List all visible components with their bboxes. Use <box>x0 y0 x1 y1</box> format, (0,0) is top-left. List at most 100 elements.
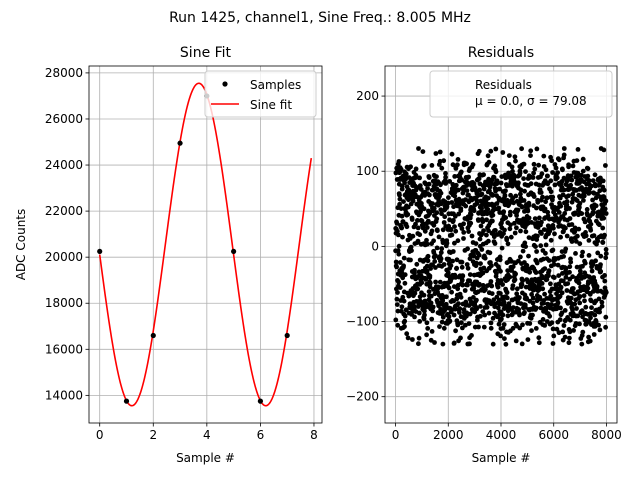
residual-point <box>523 244 528 250</box>
residual-point <box>487 250 493 256</box>
residual-point <box>504 295 510 301</box>
residual-point <box>438 207 444 213</box>
residuals-y-tick-label: 100 <box>356 164 379 178</box>
residual-point <box>452 174 458 179</box>
residual-point <box>512 230 518 236</box>
sine-fit-x-tick-label: 8 <box>310 428 318 442</box>
residual-point <box>575 174 580 180</box>
residual-point <box>581 193 587 199</box>
residual-point <box>603 324 608 330</box>
residual-point <box>540 194 545 200</box>
residual-point <box>600 178 606 184</box>
residual-point <box>505 241 511 247</box>
residual-point <box>531 161 537 167</box>
residual-point <box>549 320 555 326</box>
residual-point <box>397 285 403 290</box>
residual-point <box>401 255 407 261</box>
residual-point <box>551 275 557 280</box>
residual-point <box>563 246 569 252</box>
residual-point <box>463 322 468 328</box>
residual-point <box>448 263 454 268</box>
residual-point <box>476 148 482 154</box>
residual-point <box>455 322 461 328</box>
residual-point <box>468 220 474 226</box>
residual-point <box>434 216 440 222</box>
residual-point <box>579 211 585 217</box>
residual-point <box>539 171 545 177</box>
residual-point <box>394 296 400 302</box>
residual-point <box>474 201 480 206</box>
residual-point <box>498 180 504 186</box>
residual-point <box>459 226 465 231</box>
residual-point <box>481 172 486 178</box>
residual-point <box>421 292 427 298</box>
residual-point <box>563 266 569 271</box>
residual-point <box>587 338 593 344</box>
sine-fit-legend-box <box>204 70 317 118</box>
residual-point <box>523 229 529 235</box>
residual-point <box>603 314 609 320</box>
residual-point <box>415 218 420 223</box>
residual-point <box>455 157 461 162</box>
residual-point <box>602 232 607 238</box>
residual-point <box>429 316 435 322</box>
residual-point <box>453 275 458 280</box>
sine-fit-y-tick-label: 14000 <box>45 388 83 402</box>
residual-point <box>528 148 534 154</box>
residual-point <box>501 231 506 237</box>
residual-point <box>451 312 457 318</box>
residual-point <box>544 195 550 201</box>
residual-point <box>557 317 563 323</box>
residual-point <box>404 307 409 313</box>
residual-point <box>602 206 608 212</box>
residual-point <box>492 163 498 169</box>
residual-point <box>593 195 599 201</box>
residual-point <box>548 237 554 243</box>
residual-point <box>575 147 581 152</box>
residual-point <box>434 245 440 251</box>
residual-point <box>568 259 574 265</box>
residual-point <box>444 294 449 300</box>
residual-point <box>498 291 503 296</box>
residual-point <box>502 192 508 198</box>
residual-point <box>534 205 539 211</box>
residual-point <box>511 200 516 206</box>
residual-point <box>424 268 430 274</box>
residual-point <box>528 153 533 159</box>
sine-fit-x-tick-label: 4 <box>203 428 211 442</box>
residual-point <box>568 295 574 301</box>
residual-point <box>540 256 546 262</box>
sample-point <box>284 332 290 339</box>
residual-point <box>402 313 408 319</box>
residual-point <box>461 236 466 241</box>
residual-point <box>508 209 513 215</box>
residual-point <box>481 324 487 330</box>
residual-point <box>496 205 502 211</box>
residual-point <box>529 292 534 297</box>
residual-point <box>456 301 461 306</box>
residual-point <box>551 262 557 267</box>
residual-point <box>489 263 494 269</box>
residual-point <box>395 290 400 295</box>
residual-point <box>568 173 574 179</box>
residual-point <box>507 274 513 280</box>
residual-point <box>585 285 591 291</box>
residual-point <box>580 249 585 255</box>
residual-point <box>540 286 546 292</box>
residual-point <box>547 313 553 319</box>
residual-point <box>550 170 555 175</box>
residual-point <box>603 290 609 295</box>
residual-point <box>396 159 402 164</box>
residual-point <box>485 195 491 201</box>
residual-point <box>459 320 464 326</box>
residual-point <box>564 233 570 239</box>
residual-point <box>538 243 544 249</box>
residual-point <box>474 260 479 266</box>
residual-point <box>484 232 489 238</box>
residual-point <box>558 234 563 240</box>
sine-fit-x-tick-label: 0 <box>96 428 104 442</box>
residual-point <box>542 266 548 271</box>
residuals-panel: Residuals 0 2000 4000 6000 8000 −200 −100 0 100… <box>346 45 622 465</box>
residual-point <box>402 324 407 329</box>
residual-point <box>531 194 537 200</box>
